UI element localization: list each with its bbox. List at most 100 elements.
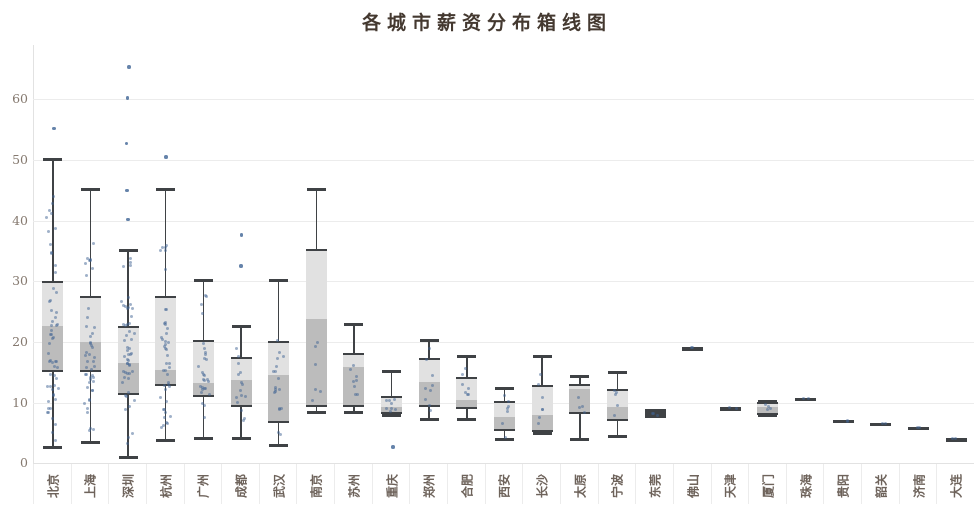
box-whisker-cap[interactable]: [570, 375, 590, 379]
box-lower-quartile[interactable]: [79, 341, 101, 373]
scatter-dot[interactable]: [120, 300, 124, 304]
scatter-dot[interactable]: [91, 376, 95, 380]
scatter-dot[interactable]: [240, 382, 244, 386]
scatter-dot[interactable]: [50, 333, 54, 337]
scatter-dot[interactable]: [205, 357, 208, 361]
scatter-dot[interactable]: [166, 327, 170, 331]
scatter-dot[interactable]: [90, 343, 94, 347]
scatter-dot[interactable]: [614, 392, 618, 396]
scatter-dot[interactable]: [239, 370, 243, 374]
box-whisker-cap[interactable]: [193, 436, 213, 440]
scatter-dot[interactable]: [167, 361, 171, 365]
scatter-dot[interactable]: [48, 342, 52, 346]
scatter-dot[interactable]: [50, 320, 54, 324]
scatter-dot[interactable]: [164, 307, 168, 311]
box-lower-quartile[interactable]: [606, 407, 628, 422]
box-upper-quartile[interactable]: [493, 401, 515, 418]
box-upper-quartile[interactable]: [569, 383, 591, 389]
box-whisker-cap[interactable]: [570, 437, 590, 441]
scatter-dot[interactable]: [132, 332, 136, 336]
scatter-dot[interactable]: [51, 387, 55, 391]
box-upper-quartile[interactable]: [757, 402, 779, 408]
scatter-dot[interactable]: [806, 397, 810, 400]
scatter-dot[interactable]: [430, 384, 434, 388]
scatter-dot[interactable]: [83, 261, 87, 265]
scatter-dot[interactable]: [53, 227, 57, 231]
scatter-dot[interactable]: [128, 346, 132, 350]
scatter-dot[interactable]: [392, 397, 396, 401]
scatter-dot[interactable]: [272, 391, 276, 395]
scatter-dot[interactable]: [352, 384, 356, 388]
scatter-dot[interactable]: [127, 435, 131, 439]
scatter-dot[interactable]: [125, 345, 129, 349]
scatter-dot[interactable]: [128, 260, 132, 264]
scatter-dot[interactable]: [208, 393, 212, 397]
scatter-dot[interactable]: [506, 399, 510, 403]
scatter-dot[interactable]: [954, 437, 958, 441]
scatter-dot[interactable]: [122, 265, 126, 269]
scatter-dot[interactable]: [51, 336, 55, 340]
scatter-dot[interactable]: [915, 426, 919, 430]
box-whisker-cap[interactable]: [231, 436, 251, 440]
scatter-dot[interactable]: [950, 437, 954, 441]
scatter-dot[interactable]: [506, 406, 510, 410]
scatter-dot[interactable]: [354, 374, 358, 378]
box-whisker-cap[interactable]: [156, 438, 176, 442]
box-whisker-cap[interactable]: [80, 187, 100, 191]
scatter-dot[interactable]: [125, 307, 129, 311]
scatter-dot[interactable]: [271, 369, 275, 373]
scatter-dot[interactable]: [427, 347, 431, 351]
scatter-dot[interactable]: [163, 342, 167, 346]
scatter-dot[interactable]: [129, 256, 133, 260]
scatter-dot[interactable]: [234, 395, 238, 399]
box-upper-quartile[interactable]: [42, 280, 64, 327]
scatter-dot[interactable]: [130, 431, 134, 435]
scatter-dot[interactable]: [123, 376, 127, 380]
scatter-dot[interactable]: [122, 338, 126, 342]
scatter-dot[interactable]: [166, 373, 170, 377]
scatter-dot[interactable]: [202, 387, 206, 391]
scatter-dot[interactable]: [126, 353, 130, 357]
scatter-dot[interactable]: [163, 415, 167, 419]
scatter-dot[interactable]: [168, 414, 172, 418]
scatter-dot[interactable]: [164, 331, 168, 335]
box-whisker-cap[interactable]: [344, 411, 364, 415]
box-collapsed-bar[interactable]: [870, 422, 892, 427]
scatter-dot[interactable]: [318, 390, 322, 394]
scatter-dot[interactable]: [54, 422, 58, 426]
scatter-dot[interactable]: [206, 380, 210, 384]
scatter-dot[interactable]: [125, 348, 129, 352]
box-whisker-cap[interactable]: [382, 414, 402, 418]
scatter-dot[interactable]: [690, 346, 694, 350]
box-collapsed-bar[interactable]: [832, 419, 854, 424]
scatter-dot[interactable]: [89, 378, 93, 382]
scatter-dot[interactable]: [163, 388, 167, 392]
scatter-dot[interactable]: [123, 408, 127, 412]
scatter-dot[interactable]: [506, 410, 510, 414]
scatter-dot[interactable]: [54, 290, 58, 294]
box-whisker-cap[interactable]: [607, 371, 627, 375]
box-whisker-cap[interactable]: [306, 411, 326, 415]
scatter-dot[interactable]: [48, 373, 52, 377]
scatter-dot[interactable]: [354, 393, 358, 397]
box-lower-quartile[interactable]: [569, 388, 591, 414]
box-whisker-cap[interactable]: [607, 435, 627, 439]
scatter-dot[interactable]: [88, 427, 92, 431]
scatter-dot[interactable]: [768, 407, 772, 411]
scatter-dot[interactable]: [164, 368, 168, 372]
scatter-dot[interactable]: [164, 348, 168, 352]
scatter-dot[interactable]: [49, 242, 53, 246]
scatter-dot[interactable]: [88, 397, 92, 401]
scatter-dot[interactable]: [164, 361, 168, 365]
scatter-dot[interactable]: [125, 333, 129, 337]
outlier-dot[interactable]: [125, 188, 129, 193]
scatter-dot[interactable]: [201, 401, 205, 405]
box-upper-quartile[interactable]: [79, 295, 101, 342]
box-whisker-cap[interactable]: [382, 370, 402, 374]
scatter-dot[interactable]: [503, 394, 507, 398]
scatter-dot[interactable]: [163, 384, 167, 388]
box-whisker-cap[interactable]: [80, 440, 100, 444]
scatter-dot[interactable]: [203, 415, 207, 419]
box-lower-quartile[interactable]: [230, 379, 252, 408]
box-whisker-cap[interactable]: [156, 187, 176, 191]
